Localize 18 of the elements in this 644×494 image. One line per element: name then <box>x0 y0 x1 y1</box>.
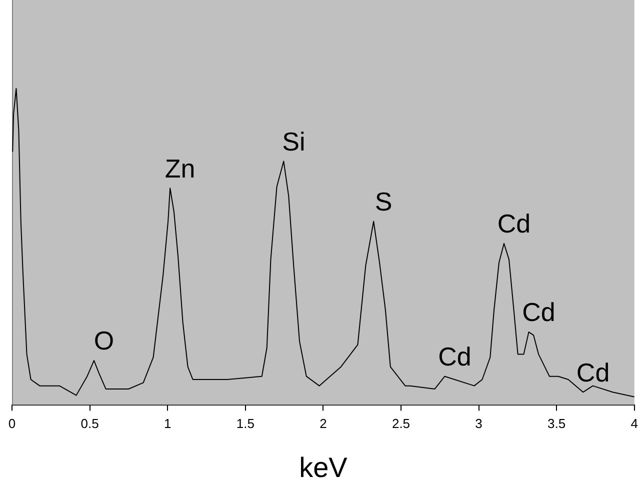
x-tick-label: 3.5 <box>548 416 566 432</box>
x-tick-label: 1.5 <box>236 416 254 432</box>
x-tick-label: 0 <box>8 416 16 432</box>
annotation: Cd <box>576 357 610 388</box>
annotation: Cd <box>522 297 556 328</box>
x-tick-label: 0.5 <box>80 416 99 432</box>
x-tick-label: 1 <box>164 416 172 432</box>
annotation: Cd <box>497 208 531 239</box>
annotation: O <box>94 326 114 356</box>
annotation: Cd <box>438 342 472 372</box>
x-tick-label: 4 <box>630 416 638 432</box>
x-tick-label: 2 <box>320 416 327 432</box>
annotation: S <box>374 186 392 217</box>
x-axis-title: keV <box>299 452 348 483</box>
x-tick-label: 2.5 <box>392 416 410 432</box>
x-tick-label: 3 <box>475 416 482 432</box>
annotation: Si <box>282 126 306 156</box>
annotation: Zn <box>164 153 196 184</box>
